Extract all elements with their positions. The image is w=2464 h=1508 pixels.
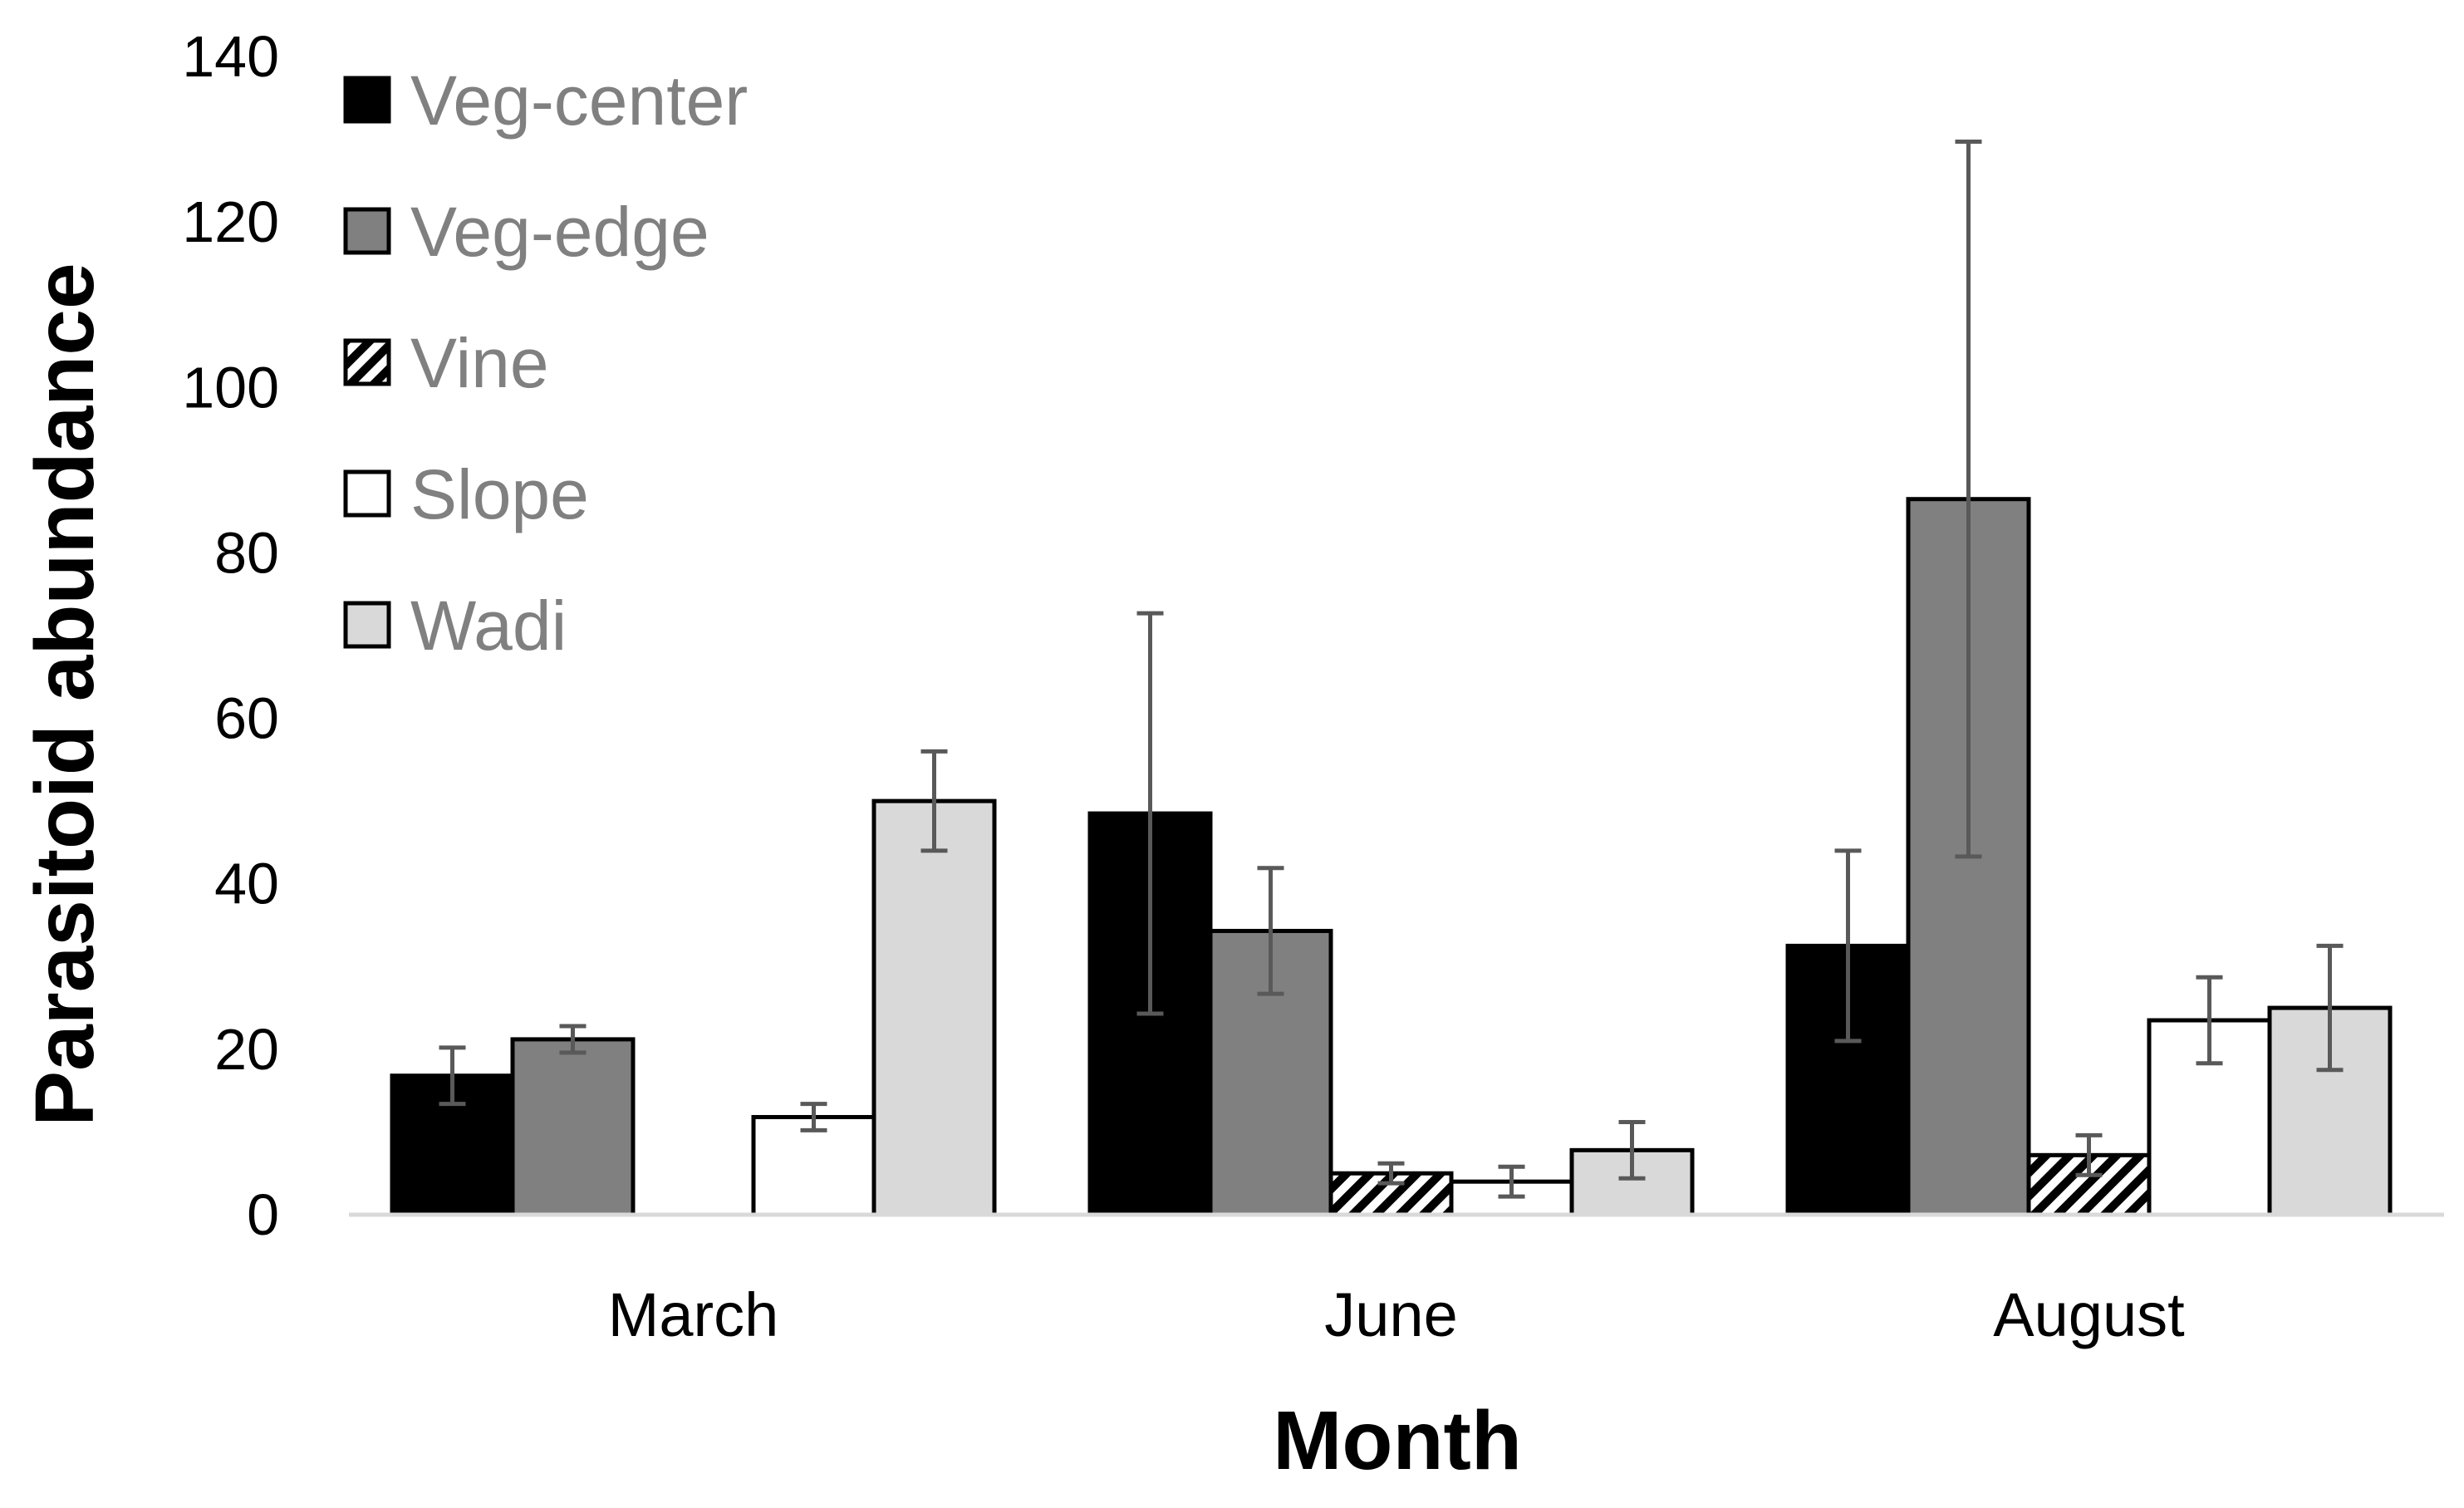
legend-swatch: [343, 207, 391, 255]
error-bar-slope-march: [800, 1102, 827, 1132]
y-tick-label: 60: [214, 686, 279, 751]
error-bar-veg-center-march: [439, 1045, 466, 1107]
y-tick-label: 20: [214, 1017, 279, 1082]
x-tick-label-june: June: [1324, 1280, 1457, 1349]
error-bar-veg-center-august: [1834, 848, 1862, 1044]
legend-item-veg-edge: Veg-edge: [343, 193, 709, 271]
legend-swatch: [343, 601, 391, 649]
error-bar-veg-edge-march: [559, 1024, 587, 1055]
error-bar-vine-august: [2075, 1132, 2103, 1177]
y-tick-label: 80: [214, 520, 279, 585]
x-axis-title: Month: [1273, 1394, 1522, 1487]
legend-label: Wadi: [410, 587, 567, 665]
error-bar-veg-edge-august: [1955, 140, 1982, 859]
legend-item-vine: Vine: [343, 324, 549, 402]
y-tick-label: 100: [182, 355, 279, 420]
error-bar-wadi-august: [2316, 943, 2344, 1073]
legend: Veg-center Veg-edge Vine Slope Wadi: [343, 61, 748, 665]
legend-swatch: [343, 469, 391, 518]
error-bar-slope-june: [1498, 1164, 1525, 1199]
legend-swatch: [343, 338, 391, 386]
y-tick-label: 40: [214, 852, 279, 916]
error-bar-wadi-june: [1618, 1119, 1646, 1181]
error-bar-vine-june: [1377, 1161, 1405, 1186]
legend-label: Slope: [410, 455, 589, 533]
legend-item-slope: Slope: [343, 455, 589, 533]
error-bar-veg-center-june: [1136, 611, 1164, 1016]
y-tick-label: 140: [182, 24, 279, 89]
x-tick-label-august: August: [1993, 1280, 2185, 1349]
y-tick-label: 120: [182, 189, 279, 254]
legend-label: Veg-center: [410, 61, 748, 140]
y-axis-ticks: 0 20 40 60 80 100 120 140: [182, 24, 279, 1247]
legend-swatch: [343, 76, 391, 124]
legend-item-wadi: Wadi: [343, 587, 567, 665]
y-tick-label: 0: [247, 1182, 279, 1247]
x-tick-label-march: March: [608, 1280, 779, 1349]
bar-veg-edge-march: [510, 1037, 636, 1217]
error-bar-veg-edge-june: [1257, 866, 1284, 996]
error-bar-slope-august: [2196, 975, 2223, 1066]
bars: [390, 140, 2393, 1217]
error-bar-wadi-march: [920, 749, 948, 853]
legend-label: Veg-edge: [410, 193, 709, 271]
bar-wadi-march: [871, 798, 997, 1217]
x-axis-categories: March June August: [608, 1280, 2185, 1349]
y-axis-title: Parasitoid abundance: [18, 263, 111, 1126]
legend-label: Vine: [410, 324, 549, 402]
legend-item-veg-center: Veg-center: [343, 61, 748, 140]
